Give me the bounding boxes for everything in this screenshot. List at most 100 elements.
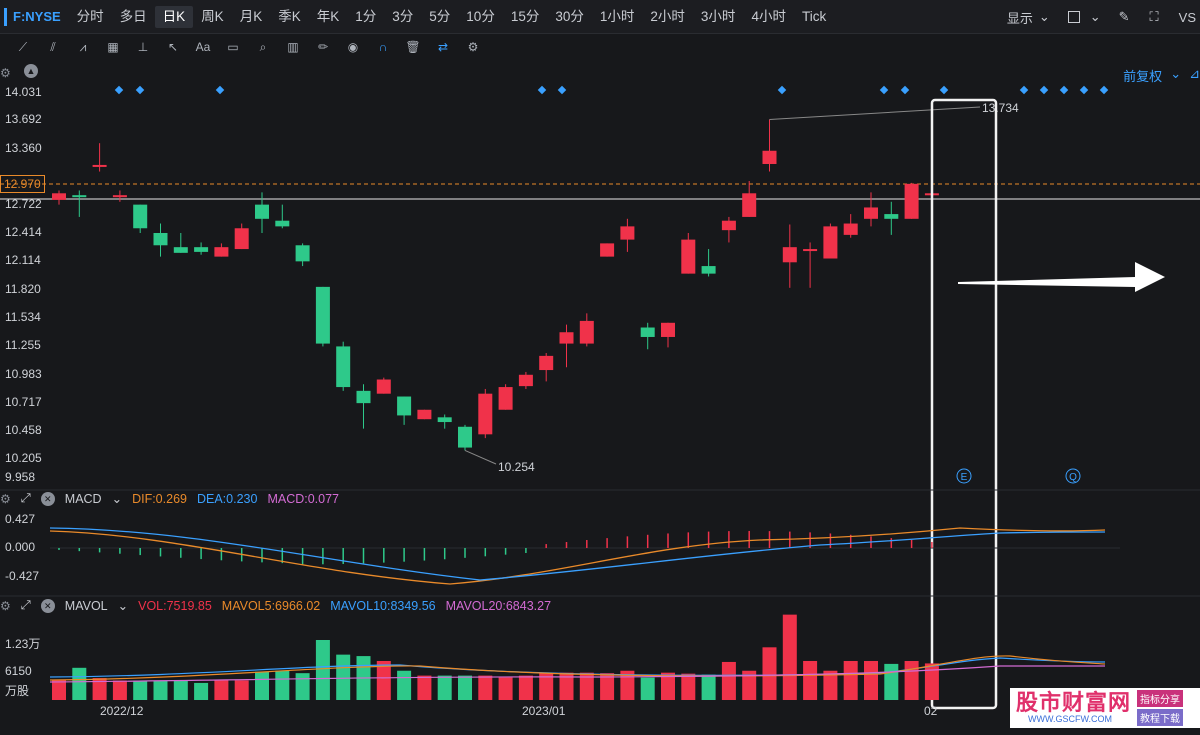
volume-bar [52,679,66,700]
period-tabs: 分时 多日 日K 周K 月K 季K 年K 1分 3分 5分 10分 15分 30分 1小时 2小时 3小时 4小… [69,5,835,28]
candle-body [52,193,66,200]
period-tab[interactable]: 分时 [76,8,104,24]
dividend-marker [1039,85,1049,95]
price-adjust-control[interactable]: 前复权 ⌄ ⊿ [1123,66,1200,85]
brush-icon[interactable]: ✎ [1118,9,1130,24]
chevron-down-icon: ⌄ [1038,9,1050,24]
line-tool-icon[interactable]: ⟋ [18,39,28,54]
vol-value: VOL:7519.85 [138,598,212,613]
candle-body [255,204,269,219]
macd-tick-label: -0.427 [5,569,40,583]
period-tab[interactable]: 年K [316,8,340,24]
price-tick-label: 12.114 [5,253,41,267]
volume-bar [620,670,635,700]
display-dropdown[interactable]: 显示 ⌄ [1007,8,1050,27]
volume-bar [721,661,736,700]
earnings-marker: E [961,472,968,483]
candle-body [458,426,472,448]
settings-icon[interactable]: ⚙ [467,40,479,54]
period-tab[interactable]: 日K [154,5,194,28]
volume-bar [173,680,188,700]
volume-bar [336,654,351,700]
period-tab[interactable]: 周K [201,8,224,24]
vs-compare-button[interactable]: VS [1178,9,1196,25]
volume-tick-label: 6150 [5,664,32,678]
candle-body [559,332,574,344]
channel-tool-icon[interactable]: ⫽ [50,39,56,54]
low-leader-line [464,449,497,465]
sync-icon[interactable]: ⇄ [437,40,449,54]
volume-bar [112,680,127,700]
level-tool-icon[interactable]: ⊥ [137,40,149,54]
period-tab[interactable]: 30分 [555,8,584,24]
period-bar: F:NYSE 分时 多日 日K 周K 月K 季K 年K 1分 3分 5分 10分 15分 30分 1小时 2… [0,0,1200,34]
gear-icon[interactable]: ⚙ [0,491,11,506]
volume-bar [498,677,513,700]
mavol20-value: MAVOL20:6843.27 [445,598,552,613]
volume-bar [478,675,493,700]
fullscreen-icon[interactable]: ⛶ [1149,9,1159,24]
period-tab[interactable]: 5分 [429,8,451,24]
measure-tool-icon[interactable]: ▥ [287,40,299,54]
search-tool-icon[interactable]: ⌕ [259,39,267,54]
wave-tool-icon[interactable]: ⩘ [79,39,87,54]
volume-bar [397,670,412,700]
price-tick-label: 11.534 [5,310,41,324]
eye-icon[interactable]: ◉ [347,40,359,54]
dividend-marker [1019,85,1029,95]
period-tab[interactable]: 季K [278,8,301,24]
gear-icon[interactable]: ⚙ [0,598,11,613]
chevron-down-icon[interactable]: ⌄ [117,599,129,613]
period-tab[interactable]: 月K [239,8,263,24]
pen-tool-icon[interactable]: ✏ [317,40,329,54]
low-price-label: 10.254 [498,460,535,474]
period-tab[interactable]: 多日 [119,8,147,24]
expand-icon[interactable]: ⤢ [20,598,31,612]
trash-icon[interactable]: 🗑 [405,40,421,54]
comment-tool-icon[interactable]: ▭ [227,40,239,54]
macd-indicator-name[interactable]: MACD [64,491,102,506]
dividend-marker [1079,85,1089,95]
volume-tick-label: 1.23万 [5,637,41,651]
gear-icon[interactable]: ⚙ [0,66,11,80]
candle-body [275,220,290,227]
period-tab[interactable]: 4小时 [751,8,786,24]
collapse-icon[interactable]: ▲ [24,64,38,78]
price-tick-label: 10.205 [5,451,42,465]
expand-icon[interactable]: ⤢ [20,491,31,505]
period-tab[interactable]: 3小时 [700,8,736,24]
period-tab[interactable]: 15分 [510,8,540,24]
price-tick-label: 9.958 [5,470,36,484]
chevron-down-icon[interactable]: ⌄ [111,492,123,506]
dividend-marker [1099,85,1109,95]
volume-bar [661,672,675,700]
candle-body [782,247,797,263]
dividend-marker [537,85,547,95]
candle-body [397,396,412,416]
period-tab[interactable]: 3分 [392,8,414,24]
symbol-label: F:NYSE [4,7,69,26]
period-tab[interactable]: 10分 [466,8,495,24]
dividend-marker [939,85,949,95]
volume-bar [214,680,229,700]
arrow-tool-icon[interactable]: ↖ [167,40,179,54]
period-tab[interactable]: 2小时 [650,8,685,24]
text-tool-icon[interactable]: Aa [195,40,211,54]
period-tab[interactable]: 1分 [355,8,377,24]
period-tab[interactable]: 1小时 [599,8,635,24]
dea-line [49,527,1106,581]
mavol-indicator-name[interactable]: MAVOL [64,598,108,613]
close-icon[interactable]: ✕ [40,598,55,613]
volume-bar [539,672,554,700]
price-tick-label: 14.031 [5,85,42,99]
candle-body [478,393,493,435]
period-tab[interactable]: Tick [801,8,827,24]
fib-tool-icon[interactable]: ▦ [107,40,119,54]
chevron-down-icon[interactable]: ⌄ [1089,9,1101,24]
layout-select-icon[interactable] [1067,11,1080,23]
magnet-icon[interactable]: ∩ [378,40,388,54]
watermark-logo: 股市财富网 WWW.GSCFW.COM 指标分享 教程下载 [1010,688,1200,728]
volume-bar [701,674,716,700]
close-icon[interactable]: ✕ [40,491,55,506]
